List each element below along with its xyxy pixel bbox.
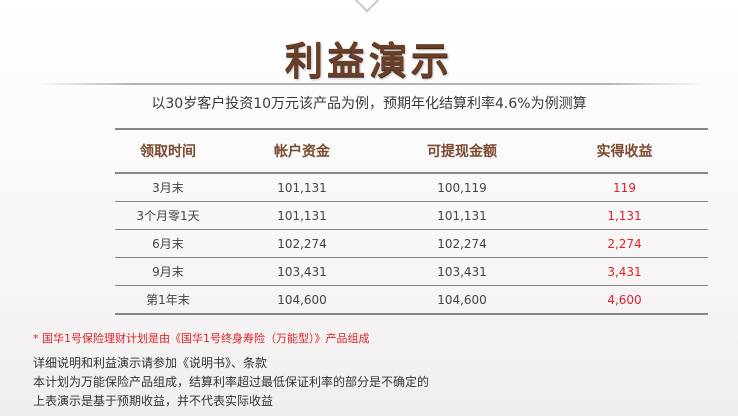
table-row: 6月末 102,274 102,274 2,274 — [115, 229, 708, 258]
column-header-actual-gain: 实得收益 — [541, 128, 708, 174]
cell-period: 3个月零1天 — [115, 201, 221, 230]
disclaimer-block: 详细说明和利益演示请参加《说明书》、条款 本计划为万能保险产品组成，结算利率超过… — [33, 354, 429, 411]
cell-withdrawable: 102,274 — [383, 229, 541, 258]
table-row: 3个月零1天 101,131 101,131 1,131 — [115, 201, 708, 230]
cell-account-funds: 101,131 — [221, 201, 383, 230]
title-divider — [34, 83, 704, 85]
page-subtitle: 以30岁客户投资10万元该产品为例，预期年化结算利率4.6%为例测算 — [151, 96, 587, 112]
cell-actual-gain: 2,274 — [541, 229, 708, 258]
table-row: 3月末 101,131 100,119 119 — [115, 173, 708, 202]
table-row: 9月末 103,431 103,431 3,431 — [115, 257, 708, 286]
disclaimer-line: 详细说明和利益演示请参加《说明书》、条款 — [33, 356, 268, 370]
product-note: * 国华1号保险理财计划是由《国华1号终身寿险（万能型）》产品组成 — [33, 332, 370, 345]
cell-period: 6月末 — [115, 229, 221, 258]
table-row: 第1年末 104,600 104,600 4,600 — [115, 285, 708, 315]
cell-withdrawable: 101,131 — [383, 201, 541, 230]
cell-account-funds: 101,131 — [221, 173, 383, 202]
column-header-account-funds: 帐户资金 — [221, 128, 383, 174]
cell-period: 9月末 — [115, 257, 221, 286]
cell-actual-gain: 3,431 — [541, 257, 708, 286]
cell-withdrawable: 103,431 — [383, 257, 541, 286]
cell-actual-gain: 4,600 — [541, 285, 708, 315]
cell-period: 第1年末 — [115, 285, 221, 315]
cell-actual-gain: 1,131 — [541, 201, 708, 230]
chevron-down-icon — [351, 0, 383, 13]
disclaimer-line: 本计划为万能保险产品组成，结算利率超过最低保证利率的部分是不确定的 — [33, 375, 430, 389]
cell-withdrawable: 100,119 — [383, 173, 541, 202]
cell-account-funds: 103,431 — [221, 257, 383, 286]
column-header-withdrawable: 可提现金额 — [383, 128, 541, 174]
page-title: 利益演示 — [284, 39, 453, 83]
cell-withdrawable: 104,600 — [383, 285, 541, 315]
cell-account-funds: 102,274 — [221, 229, 383, 258]
column-header-period: 领取时间 — [115, 128, 221, 174]
cell-actual-gain: 119 — [541, 173, 708, 202]
disclaimer-line: 上表演示是基于预期收益，并不代表实际收益 — [33, 394, 274, 408]
cell-account-funds: 104,600 — [221, 285, 383, 315]
cell-period: 3月末 — [115, 173, 221, 202]
table-header-row: 领取时间 帐户资金 可提现金额 实得收益 — [115, 128, 708, 174]
benefit-table: 领取时间 帐户资金 可提现金额 实得收益 3月末 101,131 100,119… — [115, 128, 708, 315]
